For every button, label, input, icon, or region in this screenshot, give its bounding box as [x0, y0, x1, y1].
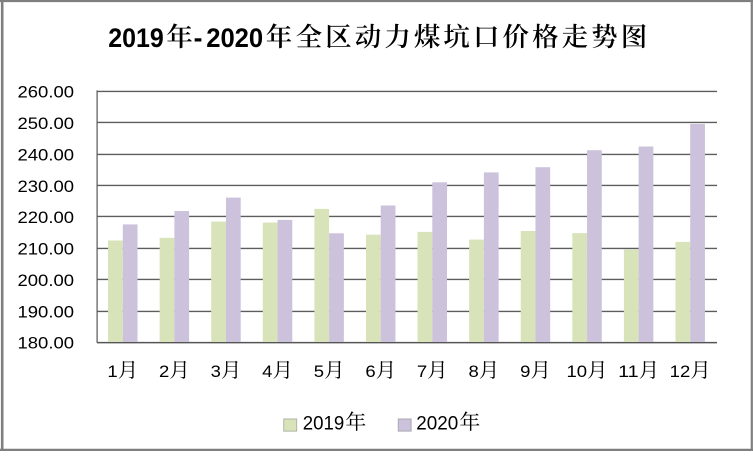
- svg-text:2: 2: [159, 362, 169, 381]
- svg-text:210.00: 210.00: [18, 240, 75, 259]
- svg-text:3: 3: [211, 362, 221, 381]
- svg-text:8: 8: [469, 362, 479, 381]
- svg-text:9: 9: [520, 362, 530, 381]
- svg-text:-: -: [194, 23, 203, 53]
- svg-text:250.00: 250.00: [18, 114, 75, 133]
- svg-text:2019: 2019: [303, 413, 345, 434]
- svg-text:11: 11: [618, 362, 639, 381]
- svg-text:2020: 2020: [206, 23, 263, 53]
- svg-text:4: 4: [262, 362, 272, 381]
- svg-text:10: 10: [567, 362, 588, 381]
- svg-text:2020: 2020: [416, 413, 458, 434]
- svg-text:2019: 2019: [108, 23, 164, 53]
- svg-text:220.00: 220.00: [18, 208, 75, 227]
- svg-text:6: 6: [365, 362, 375, 381]
- svg-text:7: 7: [417, 362, 427, 381]
- svg-text:240.00: 240.00: [18, 145, 75, 164]
- svg-text:180.00: 180.00: [18, 334, 75, 353]
- svg-text:5: 5: [314, 362, 324, 381]
- svg-text:190.00: 190.00: [18, 302, 75, 321]
- svg-text:230.00: 230.00: [18, 177, 75, 196]
- svg-text:12: 12: [670, 362, 691, 381]
- svg-text:260.00: 260.00: [18, 83, 75, 102]
- svg-text:1: 1: [107, 362, 117, 381]
- svg-text:200.00: 200.00: [18, 271, 75, 290]
